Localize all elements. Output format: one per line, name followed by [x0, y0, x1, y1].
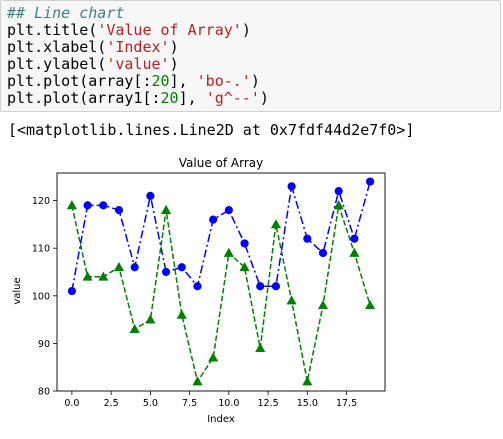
x-tick-label: 7.5 — [182, 398, 197, 409]
code-xlabel-prefix: plt.xlabel( — [7, 38, 107, 56]
code-comment: ## Line chart — [7, 4, 125, 22]
y-tick-label: 80 — [38, 387, 50, 398]
series-1-point — [271, 282, 281, 291]
series-2-point — [82, 271, 93, 281]
series-2-point — [208, 352, 219, 362]
series-2-point — [145, 314, 156, 324]
series-2-point — [239, 262, 250, 272]
code-title-suffix: ) — [241, 21, 251, 39]
series-2-point — [286, 295, 297, 305]
series-2-point — [98, 271, 109, 281]
series-2-point — [270, 219, 281, 229]
x-tick-label: 2.5 — [104, 398, 119, 409]
series-line-2 — [71, 205, 371, 384]
code-plot1-prefix: plt.plot(array[: — [7, 72, 152, 90]
x-tick-label: 12.5 — [258, 398, 279, 409]
code-line-ylabel: plt.ylabel('value') — [7, 56, 494, 73]
code-line-plot1: plt.plot(array[:20], 'bo-.') — [7, 73, 494, 90]
series-2-point — [192, 376, 203, 386]
series-2-point — [129, 323, 140, 333]
series-1-point — [240, 239, 249, 248]
x-tick-label: 15.0 — [297, 398, 318, 409]
series-2-point — [365, 300, 376, 310]
series-1-point — [224, 206, 233, 215]
code-plot2-string: 'g^--' — [205, 89, 260, 107]
series-1-point — [83, 201, 92, 210]
series-1-point — [350, 234, 359, 243]
code-plot2-prefix: plt.plot(array1[: — [7, 89, 161, 107]
code-ylabel-prefix: plt.ylabel( — [7, 55, 107, 73]
code-plot1-suffix: ) — [250, 72, 260, 90]
code-ylabel-suffix: ) — [169, 55, 179, 73]
code-line-plot2: plt.plot(array1[:20], 'g^--') — [7, 90, 494, 107]
series-1-point — [114, 206, 124, 215]
x-tick-label: 10.0 — [218, 398, 239, 409]
code-title-prefix: plt.title( — [7, 21, 98, 39]
series-2-point — [223, 247, 234, 257]
series-2-point — [333, 200, 344, 210]
series-1-point — [209, 215, 218, 224]
series-1-point — [67, 286, 77, 296]
code-line-title: plt.title('Value of Array') — [7, 22, 494, 39]
series-1-point — [318, 248, 328, 258]
code-line-xlabel: plt.xlabel('Index') — [7, 39, 494, 56]
series-1-point — [161, 267, 171, 277]
chart-area: Value of Array Index value 0.0 2.5 5.0 7.5 1… — [0, 150, 503, 435]
y-axis-label: value — [12, 277, 23, 304]
axes-frame — [56, 172, 386, 392]
code-plot1-number: 20 — [151, 72, 170, 90]
chart-title: Value of Array — [179, 156, 263, 170]
code-title-string: 'Value of Array' — [97, 21, 242, 39]
series-2-point — [161, 204, 172, 214]
series-1-point — [287, 182, 296, 191]
series-1-point — [256, 282, 265, 291]
y-tick-label: 120 — [32, 196, 50, 207]
series-1-point — [365, 177, 375, 186]
x-axis-label: Index — [207, 414, 235, 425]
series-2-point — [302, 376, 313, 386]
code-plot1-string: 'bo-.' — [196, 72, 251, 90]
x-tick-label: 0.0 — [64, 398, 79, 409]
plot-area: 0.0 2.5 5.0 7.5 10.0 12.5 15.0 17.5 80 90 100 110 12… — [32, 172, 386, 409]
series-1-point — [99, 201, 108, 210]
line-chart: Value of Array Index value 0.0 2.5 5.0 7.5 1… — [12, 156, 386, 425]
y-tick-label: 90 — [38, 339, 50, 350]
series-1-point — [193, 282, 202, 291]
code-xlabel-string: 'Index' — [106, 38, 170, 56]
series-1-point — [303, 234, 312, 243]
cell-output-text: [<matplotlib.lines.Line2D at 0x7fdf44d2e… — [8, 121, 415, 139]
series-2-point — [66, 200, 77, 210]
series-1-point — [146, 191, 155, 200]
series-2-point — [176, 309, 187, 319]
series-1-point — [334, 186, 343, 196]
code-ylabel-string: 'value' — [106, 55, 170, 73]
series-2-point — [255, 342, 266, 353]
code-cell[interactable]: ## Line chart plt.title('Value of Array'… — [0, 0, 501, 112]
series-line-1 — [71, 181, 371, 292]
code-xlabel-suffix: ) — [169, 38, 179, 56]
code-plot2-number: 20 — [160, 89, 179, 107]
series-2-point — [349, 247, 360, 257]
code-plot2-suffix: ) — [259, 89, 269, 107]
series-1-point — [177, 263, 186, 272]
series-1-point — [130, 263, 139, 272]
code-plot1-mid: ], — [169, 72, 197, 90]
x-tick-label: 5.0 — [143, 398, 158, 409]
series-2-point — [113, 262, 125, 272]
code-plot2-mid: ], — [178, 89, 206, 107]
y-tick-label: 100 — [32, 291, 50, 302]
x-tick-label: 17.5 — [336, 398, 357, 409]
y-tick-label: 110 — [32, 244, 50, 255]
series-2-point — [317, 300, 329, 310]
